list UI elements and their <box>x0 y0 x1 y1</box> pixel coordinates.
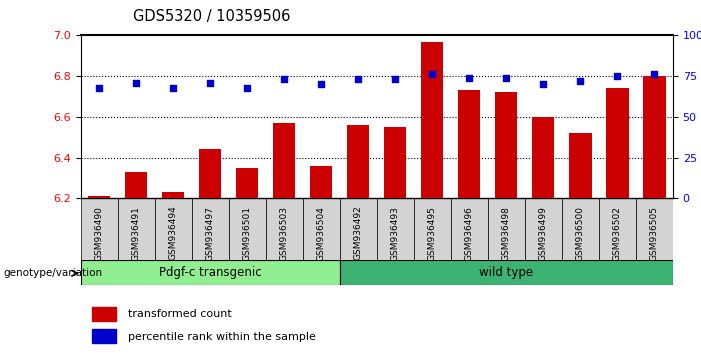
Text: GSM936495: GSM936495 <box>428 206 437 261</box>
Text: GSM936501: GSM936501 <box>243 206 252 261</box>
Bar <box>599 198 636 260</box>
Point <box>168 85 179 90</box>
Text: GSM936503: GSM936503 <box>280 206 289 261</box>
Bar <box>421 41 444 198</box>
Text: GSM936493: GSM936493 <box>390 206 400 261</box>
Bar <box>606 88 629 198</box>
Point <box>464 75 475 81</box>
Bar <box>347 125 369 198</box>
Bar <box>644 76 665 198</box>
Bar <box>495 92 517 198</box>
Bar <box>562 198 599 260</box>
Text: genotype/variation: genotype/variation <box>4 268 102 278</box>
Point <box>612 73 623 79</box>
Bar <box>340 260 673 285</box>
Text: GSM936498: GSM936498 <box>502 206 511 261</box>
Bar <box>93 307 116 321</box>
Bar <box>162 192 184 198</box>
Text: GSM936496: GSM936496 <box>465 206 474 261</box>
Bar <box>266 198 303 260</box>
Point <box>649 72 660 77</box>
Point <box>278 76 290 82</box>
Point <box>242 85 253 90</box>
Bar <box>229 198 266 260</box>
Bar <box>88 196 110 198</box>
Point <box>501 75 512 81</box>
Text: GSM936504: GSM936504 <box>317 206 326 261</box>
Bar <box>118 198 155 260</box>
Point <box>353 76 364 82</box>
Bar <box>525 198 562 260</box>
Text: GSM936502: GSM936502 <box>613 206 622 261</box>
Text: Pdgf-c transgenic: Pdgf-c transgenic <box>159 266 261 279</box>
Text: GSM936505: GSM936505 <box>650 206 659 261</box>
Bar <box>384 127 407 198</box>
Text: GSM936494: GSM936494 <box>169 206 177 261</box>
Bar <box>414 198 451 260</box>
Bar <box>81 198 118 260</box>
Text: GSM936500: GSM936500 <box>576 206 585 261</box>
Bar <box>191 198 229 260</box>
Point <box>427 72 438 77</box>
Point <box>315 81 327 87</box>
Bar <box>532 117 554 198</box>
Text: GDS5320 / 10359506: GDS5320 / 10359506 <box>133 9 291 24</box>
Bar <box>199 149 222 198</box>
Text: GSM936497: GSM936497 <box>205 206 215 261</box>
Bar <box>458 90 480 198</box>
Bar <box>310 166 332 198</box>
Text: transformed count: transformed count <box>128 309 232 319</box>
Point <box>93 85 104 90</box>
Point <box>538 81 549 87</box>
Bar <box>236 168 258 198</box>
Bar <box>569 133 592 198</box>
Bar <box>340 198 377 260</box>
Bar <box>451 198 488 260</box>
Text: GSM936491: GSM936491 <box>132 206 141 261</box>
Point <box>205 80 216 85</box>
Bar <box>488 198 525 260</box>
Text: GSM936499: GSM936499 <box>539 206 548 261</box>
Text: GSM936490: GSM936490 <box>95 206 104 261</box>
Text: wild type: wild type <box>479 266 533 279</box>
Point <box>575 78 586 84</box>
Bar <box>93 329 116 343</box>
Bar <box>125 172 147 198</box>
Text: percentile rank within the sample: percentile rank within the sample <box>128 332 316 342</box>
Bar <box>273 123 295 198</box>
Bar <box>303 198 340 260</box>
Bar <box>155 198 191 260</box>
Bar <box>81 260 340 285</box>
Point <box>130 80 142 85</box>
Text: GSM936492: GSM936492 <box>354 206 363 261</box>
Bar <box>377 198 414 260</box>
Point <box>390 76 401 82</box>
Bar <box>636 198 673 260</box>
